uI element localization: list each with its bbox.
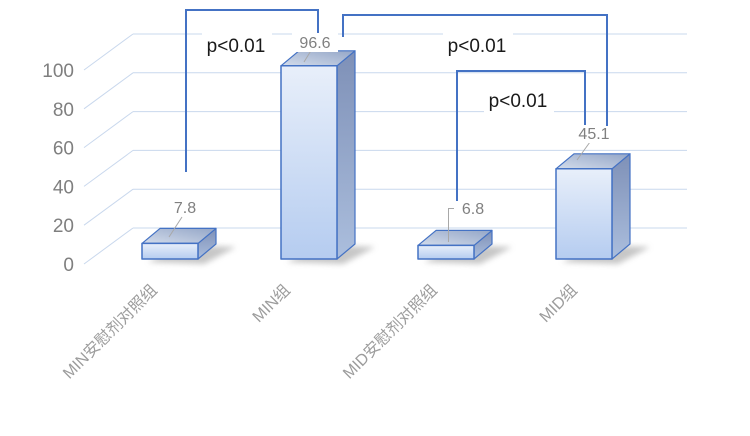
data-label: 7.8 <box>174 200 196 217</box>
y-axis-tick-label: 60 <box>53 139 74 160</box>
wall-gridline-diagonal <box>83 188 134 226</box>
y-axis-tick-label: 20 <box>53 216 74 237</box>
category-label: MID安慰剂对照组 <box>339 281 440 382</box>
significance-bracket <box>456 70 586 201</box>
significance-bracket <box>185 9 319 172</box>
p-value-label: p<0.01 <box>448 36 507 57</box>
bar <box>555 153 650 264</box>
data-label: 6.8 <box>462 201 484 218</box>
bars-group <box>141 50 650 264</box>
y-axis-tick-label: 0 <box>63 255 74 276</box>
p-value-label-background <box>202 28 272 55</box>
bar-front-face <box>141 242 199 260</box>
bar-front-face <box>417 244 475 260</box>
wall-gridline-diagonal <box>83 149 134 187</box>
p-value-label-background <box>443 28 513 55</box>
p-value-label: p<0.01 <box>489 91 548 112</box>
data-label: 96.6 <box>299 35 330 52</box>
p-value-label-background <box>484 88 554 115</box>
wall-gridline-diagonal <box>83 227 134 265</box>
leader-lines-group <box>168 48 591 242</box>
bar-side-face <box>336 50 356 260</box>
p-value-label: p<0.01 <box>207 36 266 57</box>
bar <box>141 227 236 264</box>
brackets-group <box>185 9 608 201</box>
data-label: 45.1 <box>578 126 609 143</box>
category-labels-group: MIN安慰剂对照组 MIN组 MID安慰剂对照组 MID组 <box>59 281 580 382</box>
significance-bracket <box>342 14 608 126</box>
bar-side-face <box>611 153 631 260</box>
wall-gridline-diagonal <box>83 72 134 110</box>
y-axis-tick-label: 80 <box>53 100 74 121</box>
data-label-background <box>292 32 338 52</box>
wall-gridline-diagonal <box>83 111 134 149</box>
p-labels-group: p<0.01 p<0.01 p<0.01 <box>202 28 554 115</box>
category-label: MID组 <box>536 281 581 326</box>
category-label: MIN组 <box>249 281 294 326</box>
category-label: MIN安慰剂对照组 <box>59 281 160 382</box>
leader-line <box>168 216 183 238</box>
bar-front-face <box>555 168 613 260</box>
data-labels-group: 7.8 96.6 6.8 45.1 <box>166 32 618 218</box>
bar-front-face <box>280 65 338 260</box>
y-axis-tick-label: 40 <box>53 177 74 198</box>
y-axis-tick-label: 100 <box>42 61 74 82</box>
leader-line <box>448 208 456 242</box>
wall-gridline-diagonal <box>83 33 134 71</box>
leader-line <box>576 141 591 161</box>
bar <box>417 229 512 264</box>
bar <box>280 50 375 264</box>
data-label-background <box>166 196 204 215</box>
data-label-background <box>454 197 492 216</box>
data-label-background <box>570 124 618 143</box>
